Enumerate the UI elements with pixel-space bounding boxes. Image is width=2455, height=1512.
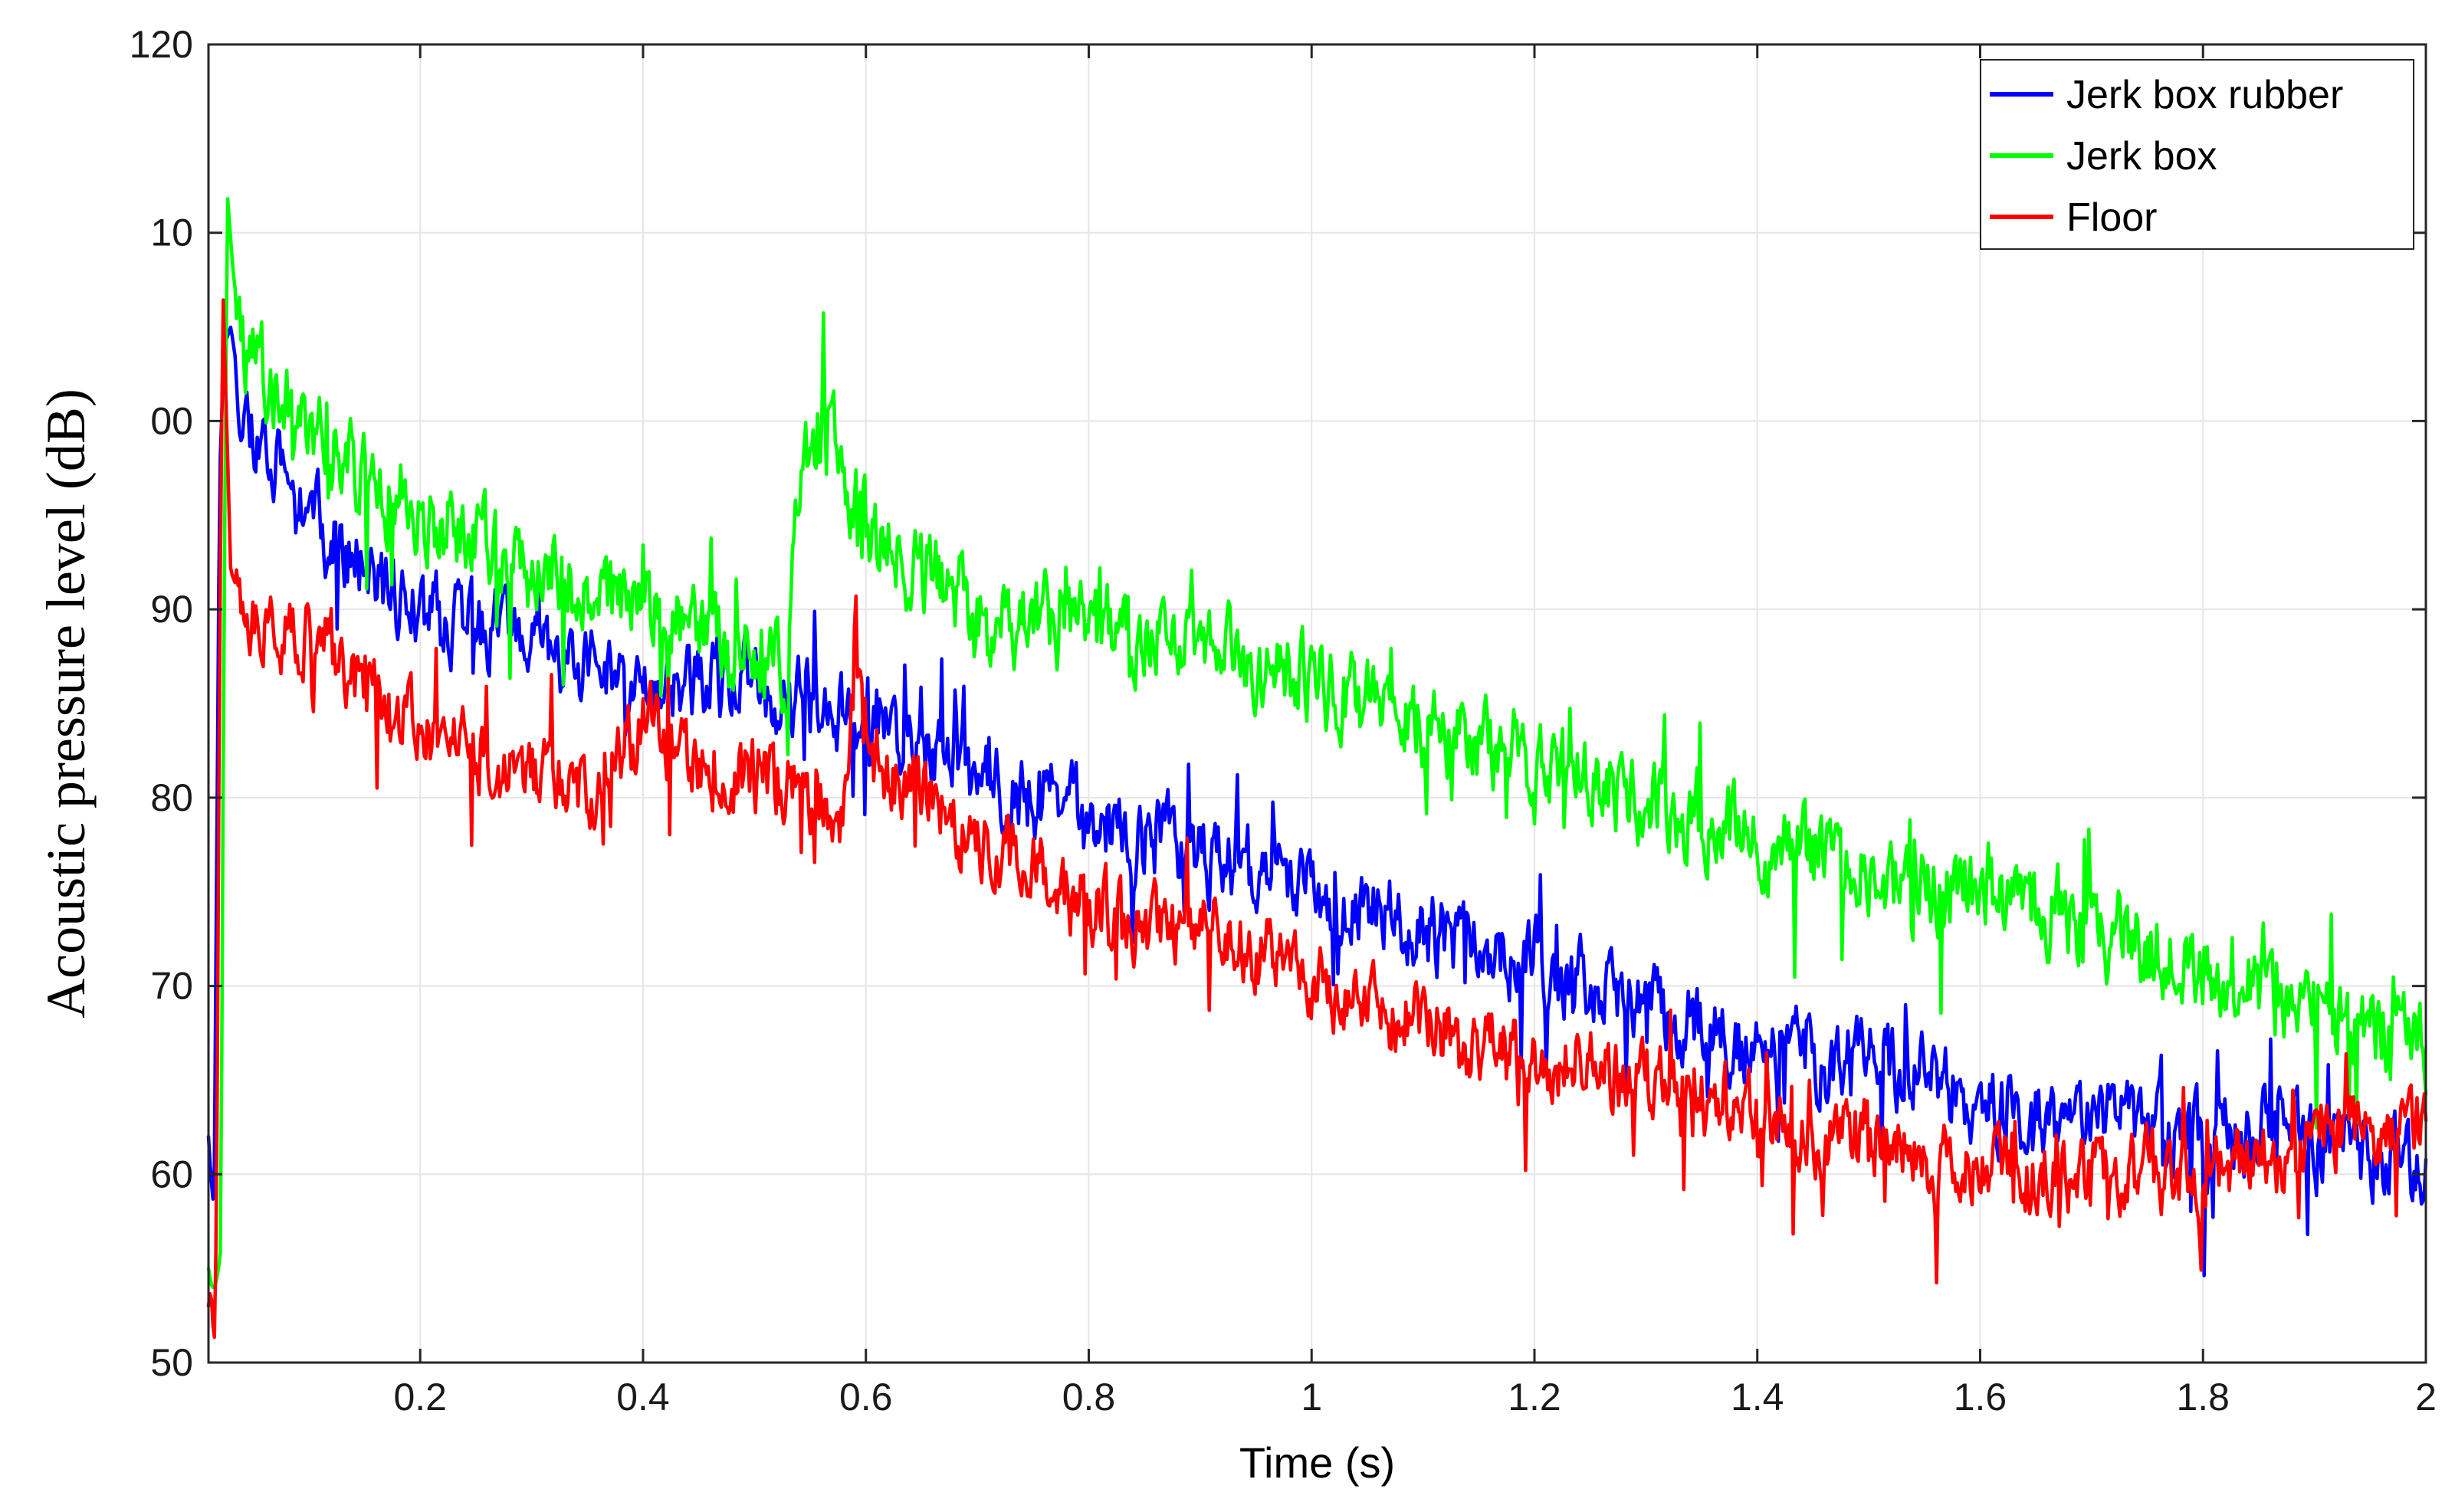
y-tick-labels: 50 60 70 80 90 00 10 120 (130, 23, 193, 1384)
series-line-floor (206, 298, 2428, 1340)
x-axis-title: Time (s) (1239, 1438, 1395, 1487)
y-tick-label: 70 (150, 965, 193, 1008)
x-tick-label: 1.8 (2176, 1376, 2230, 1419)
x-tick-label: 1 (1301, 1376, 1322, 1419)
series-group (206, 197, 2428, 1340)
x-tick-label: 1.6 (1954, 1376, 2007, 1419)
y-tick-label: 60 (150, 1153, 193, 1195)
ticks (208, 43, 2427, 1364)
x-tick-label: 0.4 (616, 1376, 670, 1419)
x-tick-label: 1.4 (1731, 1376, 1784, 1419)
y-tick-label: 120 (130, 23, 193, 66)
legend: Jerk box rubber Jerk box Floor (1980, 59, 2414, 250)
legend-label: Floor (2066, 195, 2157, 240)
series-line-jerk-box-rubber (206, 325, 2428, 1277)
legend-label: Jerk box rubber (2066, 73, 2343, 117)
x-tick-labels: 0.2 0.4 0.6 0.8 1 1.2 1.4 1.6 1.8 2 (393, 1376, 2436, 1419)
x-tick-label: 2 (2415, 1376, 2437, 1419)
series-line-jerk-box (206, 197, 2428, 1289)
x-tick-label: 0.8 (1062, 1376, 1116, 1419)
y-tick-label: 00 (150, 399, 193, 442)
y-tick-label: 80 (150, 776, 193, 819)
y-tick-label: 50 (150, 1341, 193, 1384)
x-tick-label: 1.2 (1508, 1376, 1561, 1419)
y-axis-title: Acoustic pressure level (dB) (35, 389, 97, 1018)
y-tick-label: 90 (150, 588, 193, 631)
legend-label: Jerk box (2066, 134, 2217, 179)
x-tick-label: 0.6 (839, 1376, 893, 1419)
x-tick-label: 0.2 (393, 1376, 447, 1419)
axes-frame (207, 43, 2427, 1364)
y-tick-label: 10 (150, 212, 193, 254)
